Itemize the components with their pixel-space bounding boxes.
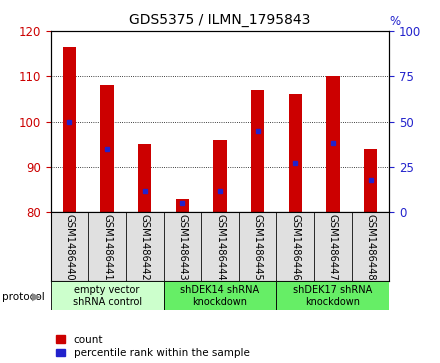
Bar — [276, 281, 389, 310]
Text: shDEK14 shRNA
knockdown: shDEK14 shRNA knockdown — [180, 285, 260, 307]
Text: GSM1486443: GSM1486443 — [177, 215, 187, 281]
Bar — [251, 90, 264, 212]
Text: GSM1486441: GSM1486441 — [102, 215, 112, 281]
Bar — [314, 212, 352, 281]
Bar — [164, 281, 276, 310]
Bar — [201, 212, 239, 281]
Legend: count, percentile rank within the sample: count, percentile rank within the sample — [56, 335, 249, 358]
Text: GSM1486446: GSM1486446 — [290, 215, 300, 281]
Text: shDEK17 shRNA
knockdown: shDEK17 shRNA knockdown — [293, 285, 373, 307]
Text: %: % — [389, 15, 400, 28]
Text: protocol: protocol — [2, 291, 45, 302]
Bar — [213, 140, 227, 212]
Bar — [51, 281, 164, 310]
Bar — [352, 212, 389, 281]
Text: GSM1486448: GSM1486448 — [366, 215, 376, 281]
Bar — [88, 212, 126, 281]
Text: ▶: ▶ — [32, 291, 40, 302]
Text: GSM1486442: GSM1486442 — [140, 215, 150, 281]
Bar — [289, 94, 302, 212]
Bar — [176, 199, 189, 212]
Bar — [276, 212, 314, 281]
Bar — [100, 85, 114, 212]
Bar — [164, 212, 201, 281]
Text: empty vector
shRNA control: empty vector shRNA control — [73, 285, 142, 307]
Text: GSM1486445: GSM1486445 — [253, 215, 263, 281]
Bar — [51, 212, 88, 281]
Title: GDS5375 / ILMN_1795843: GDS5375 / ILMN_1795843 — [129, 13, 311, 27]
Text: GSM1486447: GSM1486447 — [328, 215, 338, 281]
Text: GSM1486440: GSM1486440 — [64, 215, 74, 281]
Bar — [63, 47, 76, 212]
Bar — [364, 149, 377, 212]
Bar — [239, 212, 276, 281]
Bar — [326, 76, 340, 212]
Text: GSM1486444: GSM1486444 — [215, 215, 225, 281]
Bar — [138, 144, 151, 212]
Bar — [126, 212, 164, 281]
